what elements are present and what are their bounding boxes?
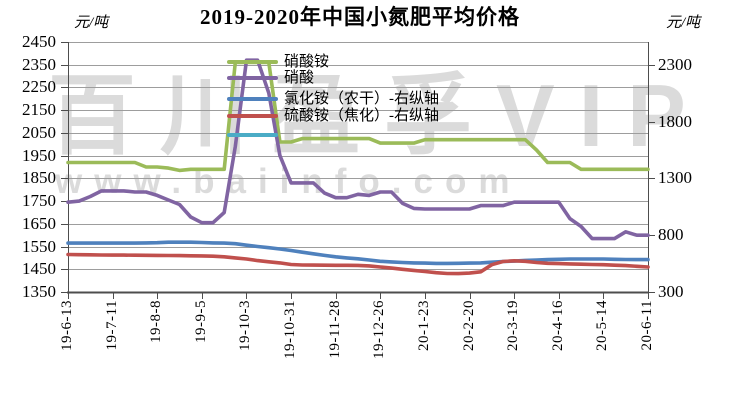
x-axis-label: 20-1-23 — [415, 300, 432, 351]
legend-label: 硫酸铵（焦化）-右纵轴 — [284, 108, 439, 124]
series-line-2 — [66, 240, 650, 266]
legend-label: 氯化铵（农干）-右纵轴 — [284, 91, 439, 107]
x-axis-label: 19-7-11 — [103, 300, 120, 351]
x-axis-label: 20-3-19 — [505, 300, 522, 351]
legend-label: 硝酸 — [284, 70, 315, 86]
series-line-3 — [66, 252, 650, 276]
x-axis-label: 20-5-14 — [594, 300, 611, 351]
legend-swatch — [227, 60, 278, 64]
x-axis-label: 19-8-8 — [148, 300, 165, 343]
left-axis-unit: 元/吨 — [74, 15, 109, 31]
y-axis-right-label: 1800 — [658, 111, 692, 131]
chart-title: 2019-2020年中国小氮肥平均价格 — [200, 5, 520, 29]
x-axis-label: 19-10-31 — [282, 300, 299, 359]
y-axis-left-label: 2050 — [22, 122, 56, 142]
x-axis-label: 19-9-5 — [192, 300, 209, 343]
series-line-1 — [66, 58, 650, 241]
x-axis-label: 19-12-26 — [371, 300, 388, 359]
y-axis-right-label: 800 — [658, 225, 684, 245]
legend-swatch — [227, 76, 278, 80]
series-line-0 — [66, 60, 650, 173]
x-axis-label: 19-10-3 — [237, 300, 254, 351]
y-axis-left-label: 2450 — [22, 32, 56, 51]
y-axis-left-label: 2350 — [22, 54, 56, 74]
legend-swatch — [227, 97, 278, 101]
legend-label: 硝酸铵 — [284, 54, 330, 70]
x-axis-label: 19-11-28 — [326, 300, 343, 359]
y-axis-left-label: 2250 — [22, 77, 56, 97]
right-axis-unit: 元/吨 — [666, 15, 701, 31]
x-axis-label: 19-6-13 — [59, 300, 75, 351]
y-axis-right-label: 300 — [658, 282, 684, 301]
y-axis-left-label: 1550 — [22, 236, 56, 256]
y-axis-left-label: 1450 — [22, 259, 56, 279]
legend-swatch — [227, 133, 278, 137]
legend-swatch — [227, 114, 278, 118]
x-axis-label: 20-4-16 — [549, 300, 566, 351]
y-axis-left-label: 1850 — [22, 168, 56, 188]
watermark-logo: 百川盈孚VIP — [48, 66, 710, 165]
y-axis-left-label: 1950 — [22, 145, 56, 165]
y-axis-left-label: 1350 — [22, 282, 56, 301]
y-axis-left-label: 1650 — [22, 213, 56, 233]
y-axis-left-label: 1750 — [22, 191, 56, 211]
y-axis-right-label: 1300 — [658, 168, 692, 188]
x-axis-label: 20-6-11 — [639, 300, 655, 351]
y-axis-left-label: 2150 — [22, 100, 56, 120]
y-axis-right-label: 2300 — [658, 54, 692, 74]
x-axis-label: 20-2-20 — [460, 300, 477, 351]
